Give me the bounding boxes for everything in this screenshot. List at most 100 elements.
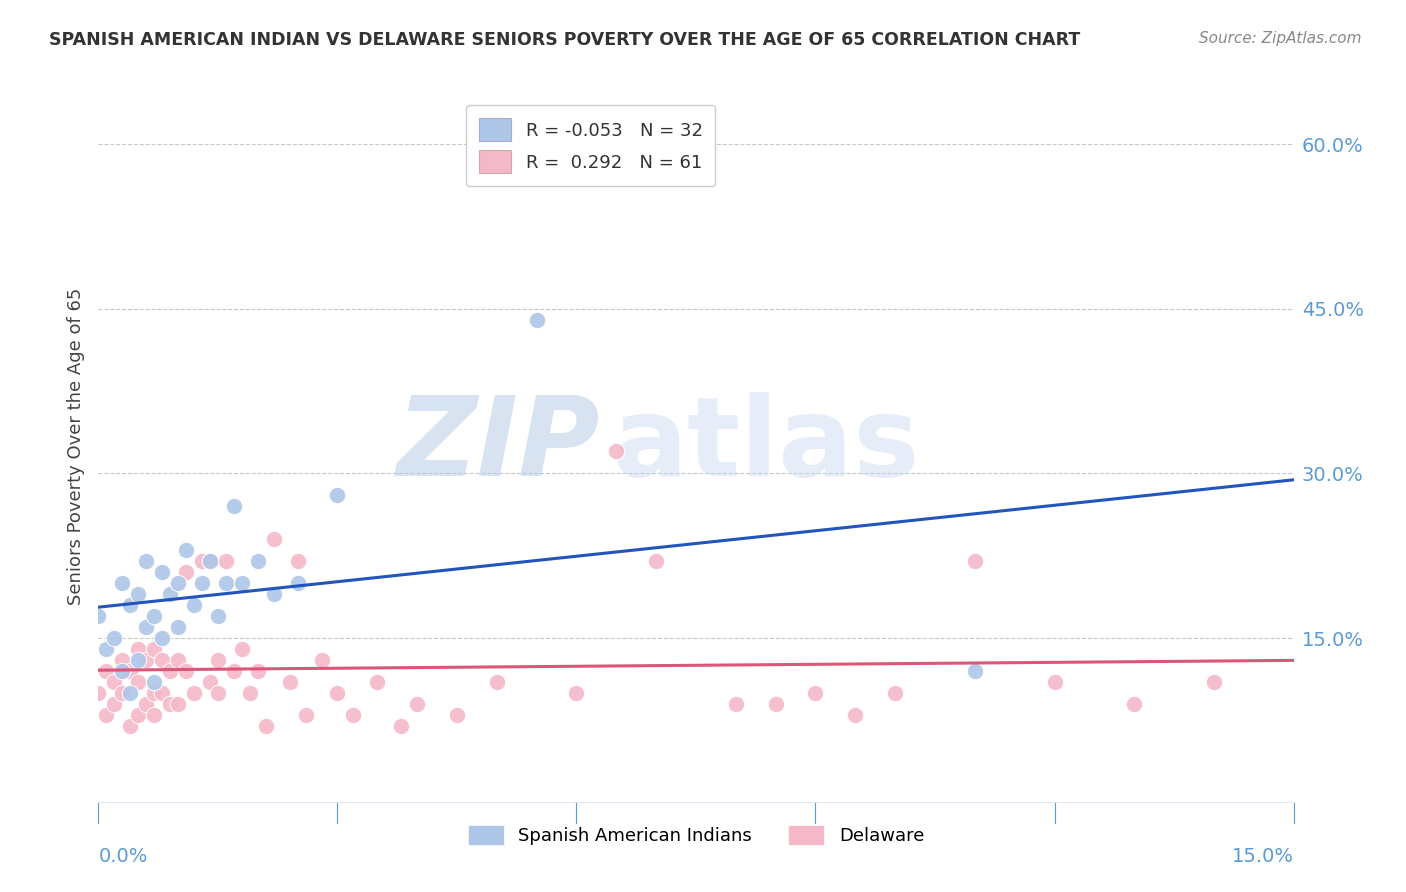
Point [150,566,173,580]
Point [198,675,221,690]
Point [844,708,866,723]
Point [207,686,229,700]
Point [765,697,787,711]
Text: Source: ZipAtlas.com: Source: ZipAtlas.com [1198,31,1361,46]
Point [406,697,429,711]
Point [143,675,166,690]
Point [127,675,149,690]
Point [167,653,190,667]
Point [150,653,173,667]
Y-axis label: Seniors Poverty Over the Age of 65: Seniors Poverty Over the Age of 65 [66,287,84,605]
Point [446,708,468,723]
Point [222,664,245,678]
Point [103,631,125,645]
Point [287,576,309,591]
Point [263,533,285,547]
Point [143,642,166,657]
Point [87,609,110,624]
Point [287,554,309,568]
Point [1202,675,1225,690]
Point [294,708,316,723]
Legend: Spanish American Indians, Delaware: Spanish American Indians, Delaware [458,815,934,855]
Point [1123,697,1146,711]
Point [111,664,134,678]
Point [174,543,197,558]
Point [198,554,221,568]
Point [342,708,364,723]
Point [111,653,134,667]
Point [159,664,181,678]
Point [526,312,548,326]
Text: atlas: atlas [613,392,920,500]
Point [231,576,253,591]
Point [96,642,118,657]
Point [254,719,277,733]
Point [215,554,238,568]
Point [183,686,205,700]
Point [143,686,166,700]
Point [167,697,190,711]
Point [120,719,142,733]
Point [207,609,229,624]
Point [159,587,181,601]
Point [159,697,181,711]
Point [87,686,110,700]
Point [111,576,134,591]
Point [103,675,125,690]
Text: 15.0%: 15.0% [1232,847,1294,866]
Text: 0.0%: 0.0% [98,847,148,866]
Point [231,642,253,657]
Point [120,598,142,612]
Point [150,631,173,645]
Point [246,664,269,678]
Point [207,653,229,667]
Point [215,576,238,591]
Point [191,554,214,568]
Point [311,653,333,667]
Point [135,653,157,667]
Point [326,488,349,502]
Text: SPANISH AMERICAN INDIAN VS DELAWARE SENIORS POVERTY OVER THE AGE OF 65 CORRELATI: SPANISH AMERICAN INDIAN VS DELAWARE SENI… [49,31,1080,49]
Point [565,686,588,700]
Point [120,686,142,700]
Point [174,566,197,580]
Point [135,620,157,634]
Point [239,686,262,700]
Point [884,686,907,700]
Point [127,653,149,667]
Point [143,708,166,723]
Point [645,554,668,568]
Point [222,500,245,514]
Point [150,686,173,700]
Point [183,598,205,612]
Point [111,686,134,700]
Point [120,664,142,678]
Point [127,587,149,601]
Text: ZIP: ZIP [396,392,600,500]
Point [1043,675,1066,690]
Point [143,609,166,624]
Point [804,686,827,700]
Point [605,444,627,458]
Point [963,554,986,568]
Point [963,664,986,678]
Point [167,620,190,634]
Point [191,576,214,591]
Point [326,686,349,700]
Point [135,697,157,711]
Point [366,675,388,690]
Point [198,554,221,568]
Point [127,708,149,723]
Point [174,664,197,678]
Point [103,697,125,711]
Point [167,576,190,591]
Point [724,697,747,711]
Point [278,675,301,690]
Point [96,708,118,723]
Point [96,664,118,678]
Point [127,642,149,657]
Point [485,675,508,690]
Point [389,719,412,733]
Point [263,587,285,601]
Point [135,554,157,568]
